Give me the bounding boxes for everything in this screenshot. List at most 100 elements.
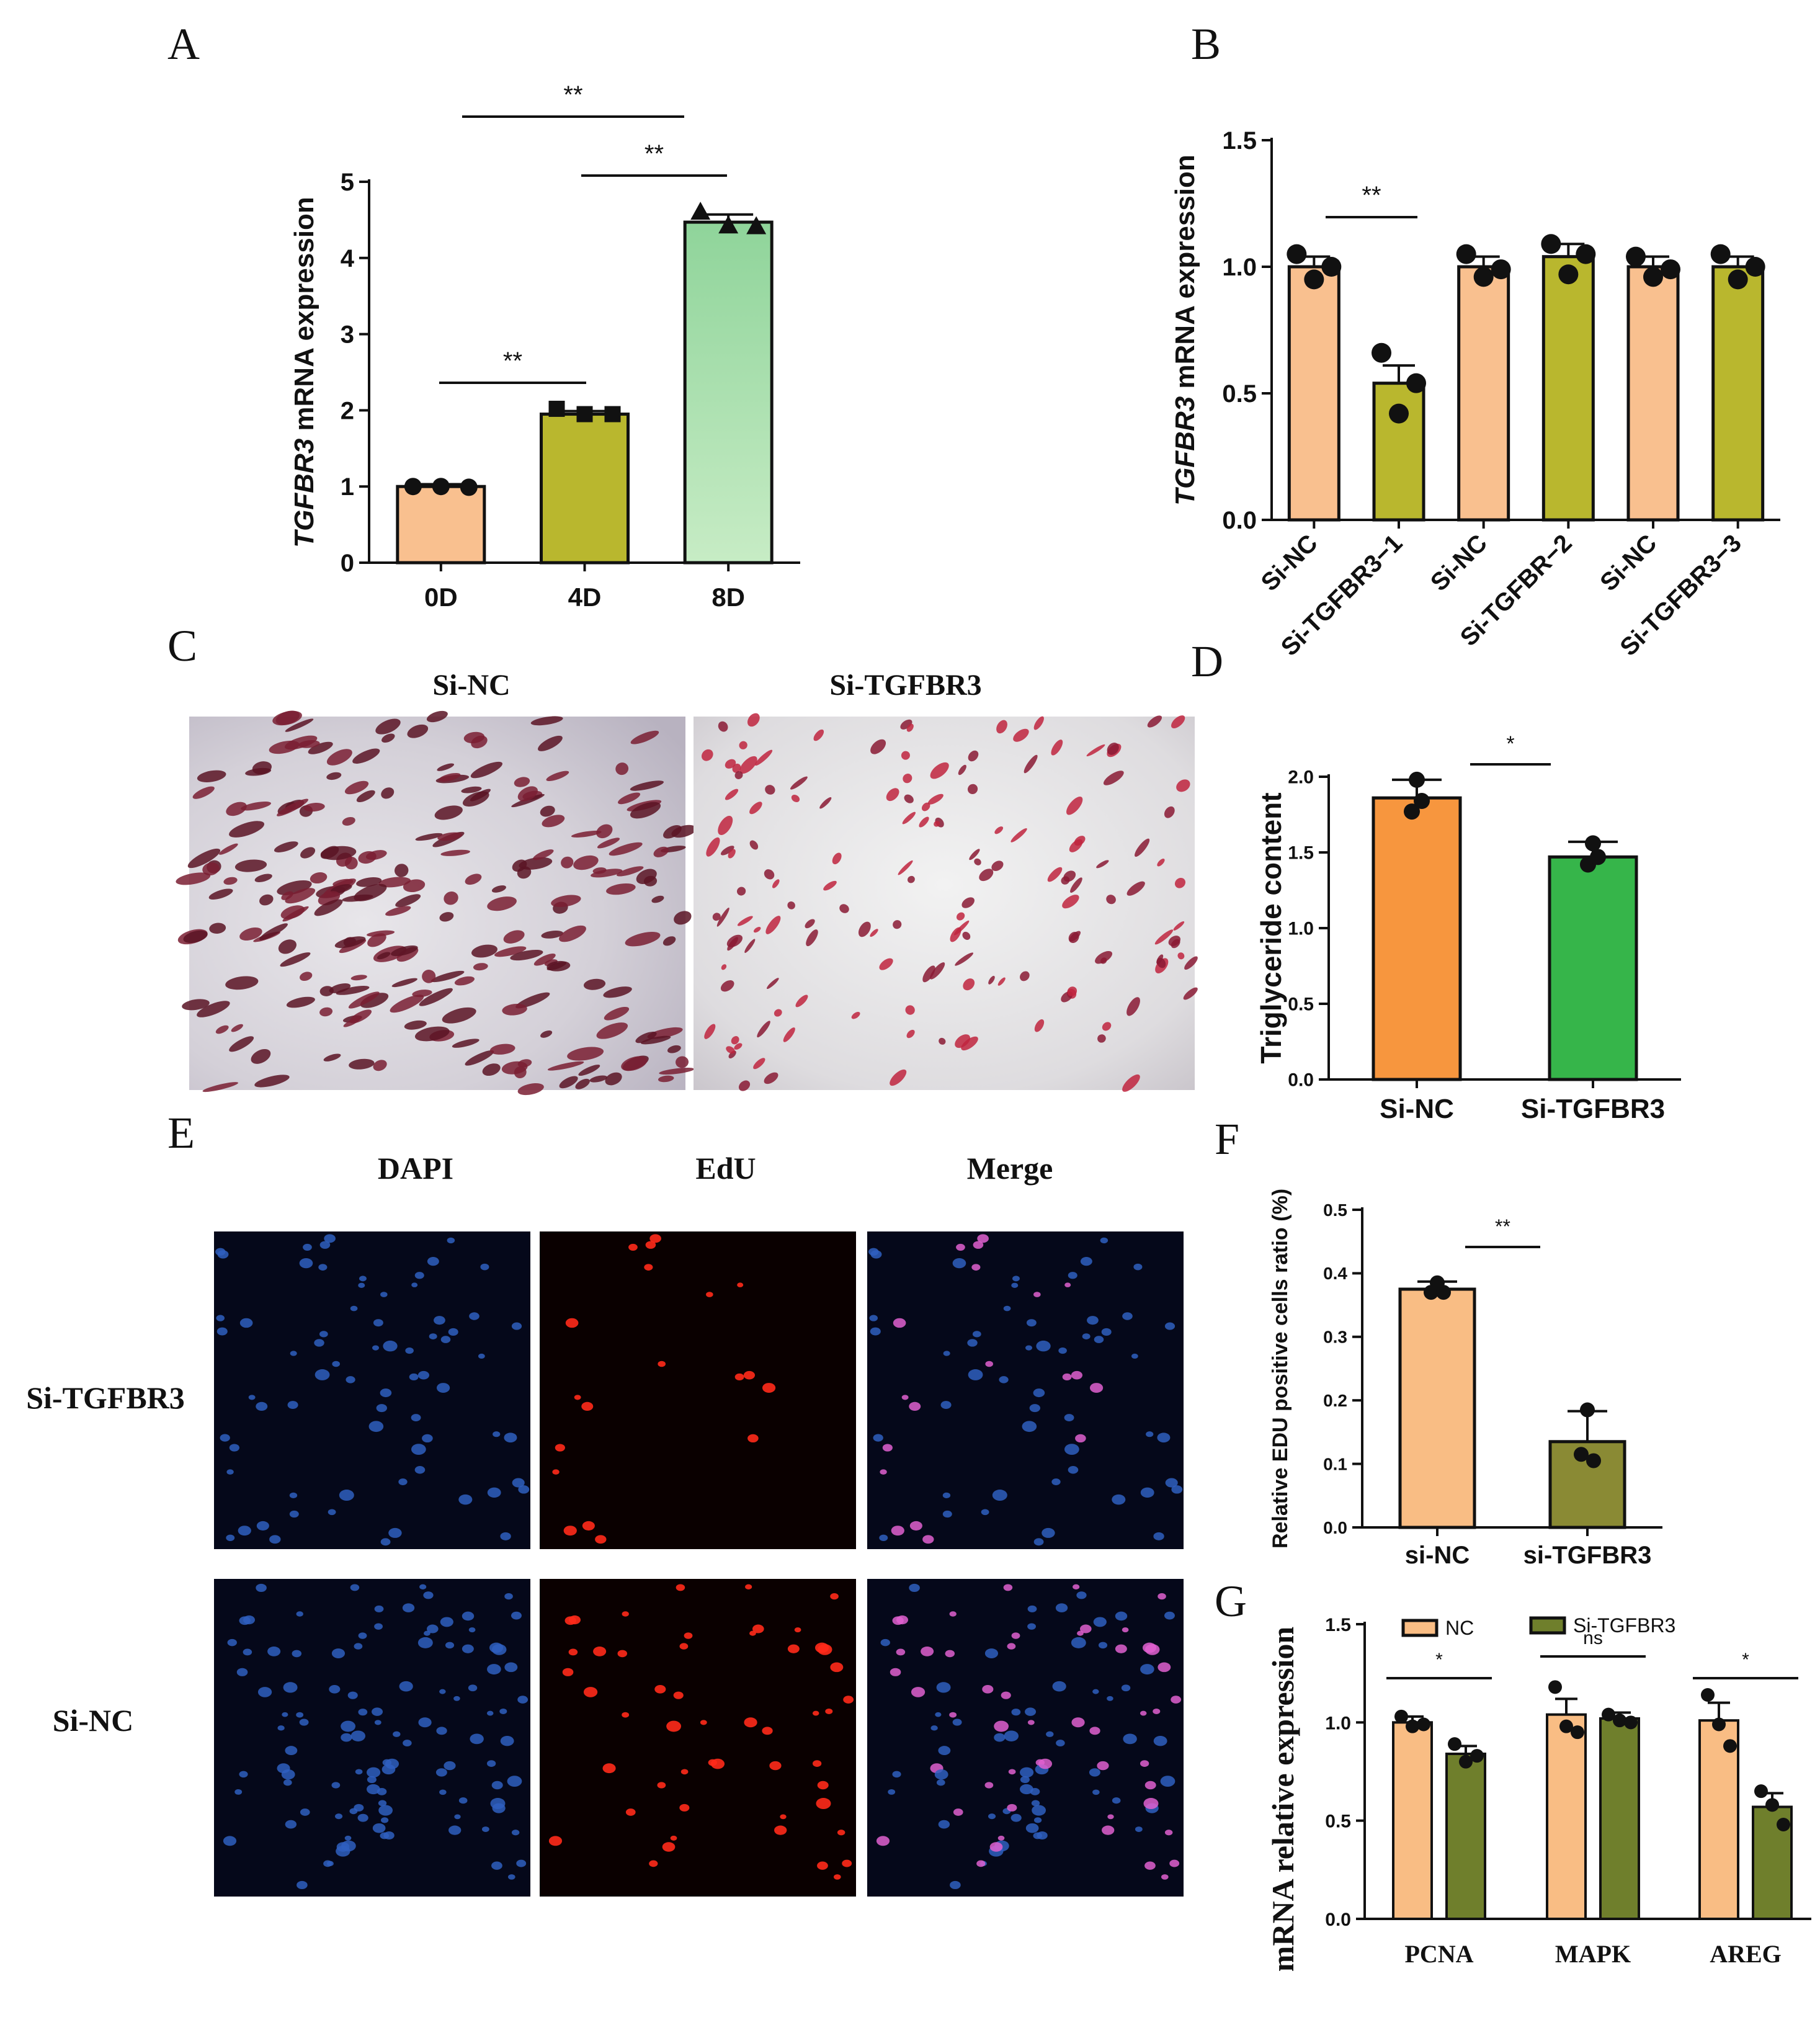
lipid-droplet	[764, 869, 775, 880]
lipid-droplet	[234, 859, 267, 872]
y-tick-label: 0.0	[1222, 507, 1257, 534]
fluorescence-tile-si-tgfbr3-edu	[540, 1231, 856, 1549]
x-tick-label: AREG	[1710, 1940, 1782, 1968]
lipid-droplet	[352, 748, 380, 764]
lipid-droplet	[259, 894, 274, 906]
lipid-droplet	[596, 824, 613, 839]
lipid-droplet	[1183, 987, 1198, 1000]
lipid-droplet	[344, 780, 369, 795]
lipid-droplet	[738, 1080, 751, 1091]
lipid-droplet	[791, 795, 800, 802]
lipid-droplet	[930, 762, 949, 779]
lipid-droplet	[547, 1061, 584, 1071]
data-point	[1409, 771, 1425, 788]
lipid-droplet	[906, 1029, 915, 1039]
y-tick-label: 1.0	[1288, 919, 1314, 939]
y-tick-label: 0.3	[1323, 1328, 1347, 1347]
lipid-droplet	[440, 849, 471, 856]
lipid-droplet	[1177, 952, 1185, 960]
lipid-droplet	[517, 1083, 544, 1096]
lipid-droplet	[819, 797, 832, 809]
lipid-droplet	[726, 1046, 735, 1054]
data-point	[1723, 1739, 1737, 1753]
lipid-droplet	[1051, 740, 1063, 756]
lipid-droplet	[609, 842, 643, 856]
lipid-droplet	[806, 929, 818, 947]
y-tick-label: 2.0	[1288, 767, 1314, 788]
data-point	[1586, 1453, 1601, 1468]
data-point	[1580, 1402, 1595, 1418]
fluorescence-tile-si-nc-dapi	[214, 1579, 530, 1897]
lipid-droplet	[930, 962, 945, 980]
x-tick-label: MAPK	[1555, 1940, 1631, 1968]
lipid-droplet	[330, 884, 352, 894]
y-tick-label: 0.0	[1288, 1070, 1314, 1091]
y-tick-label: 1.0	[1325, 1713, 1351, 1733]
data-point	[604, 406, 621, 422]
lipid-droplet	[641, 1035, 671, 1045]
lipid-droplet	[491, 885, 506, 893]
lipid-droplet	[1106, 895, 1116, 905]
lipid-droplet	[1122, 1074, 1140, 1092]
lipid-droplet	[546, 960, 571, 972]
lipid-droplet	[905, 1005, 915, 1015]
x-tick-label: Si-NC	[1595, 529, 1662, 596]
lipid-droplet	[344, 856, 358, 870]
lipid-droplet	[839, 904, 849, 913]
bar	[396, 485, 486, 565]
lipid-droplet	[176, 872, 211, 885]
micrograph-si-tgfbr3	[694, 713, 1198, 1092]
bar	[1698, 1719, 1739, 1921]
data-point	[1321, 257, 1342, 277]
lipid-droplet	[251, 1048, 271, 1064]
y-tick-label: 4	[341, 245, 355, 272]
lipid-droplet	[367, 930, 395, 937]
lipid-droplet	[308, 741, 333, 754]
data-point	[432, 478, 450, 496]
lipid-droplet	[904, 794, 914, 803]
lipid-droplet	[342, 816, 355, 826]
significance-label: *	[1742, 1650, 1749, 1670]
lipid-droplet	[348, 991, 380, 1009]
lipid-droplet	[319, 1007, 333, 1017]
lipid-droplet	[851, 1012, 860, 1019]
lipid-droplet	[1034, 1019, 1045, 1032]
lipid-droplet	[919, 816, 929, 828]
y-axis-label: Triglyceride content	[1255, 792, 1287, 1063]
data-point	[1470, 1749, 1484, 1763]
lipid-droplet	[927, 793, 943, 805]
lipid-droplet	[635, 1031, 657, 1044]
lipid-droplet	[886, 788, 899, 802]
lipid-droplet	[482, 1063, 501, 1076]
lipid-droplet	[1067, 986, 1077, 996]
lipid-droplet	[744, 939, 756, 953]
bar	[1392, 1721, 1433, 1920]
lipid-droplet	[1173, 921, 1185, 931]
lipid-droplet	[879, 958, 893, 970]
lipid-droplet	[736, 887, 746, 896]
lipid-droplet	[1126, 881, 1145, 896]
lipid-droplet	[551, 895, 581, 908]
lipid-droplet	[1100, 957, 1107, 964]
bar	[1398, 1287, 1476, 1529]
lipid-droplet	[659, 1068, 695, 1075]
lipid-droplet	[712, 913, 721, 921]
lipid-droplet	[494, 946, 527, 957]
lipid-droplet	[442, 1007, 476, 1024]
y-axis-label: mRNA relative expression	[1265, 1627, 1300, 1972]
lipid-droplet	[542, 815, 565, 828]
lipid-droplet	[395, 894, 421, 908]
lipid-droplet	[530, 716, 563, 726]
lipid-droplet	[578, 1065, 600, 1076]
panel-e-row-si-tgfbr3: Si-TGFBR3	[26, 1380, 185, 1415]
legend-label-si-tgfbr3: Si-TGFBR3	[1573, 1614, 1675, 1637]
lipid-droplet	[461, 786, 482, 793]
lipid-droplet	[795, 994, 808, 1008]
lipid-droplet	[226, 802, 247, 816]
data-point	[1459, 1754, 1473, 1769]
x-tick-label: si-NC	[1405, 1542, 1470, 1569]
data-point	[1576, 244, 1596, 264]
lipid-droplet	[280, 952, 311, 967]
lipid-droplet	[281, 891, 293, 900]
